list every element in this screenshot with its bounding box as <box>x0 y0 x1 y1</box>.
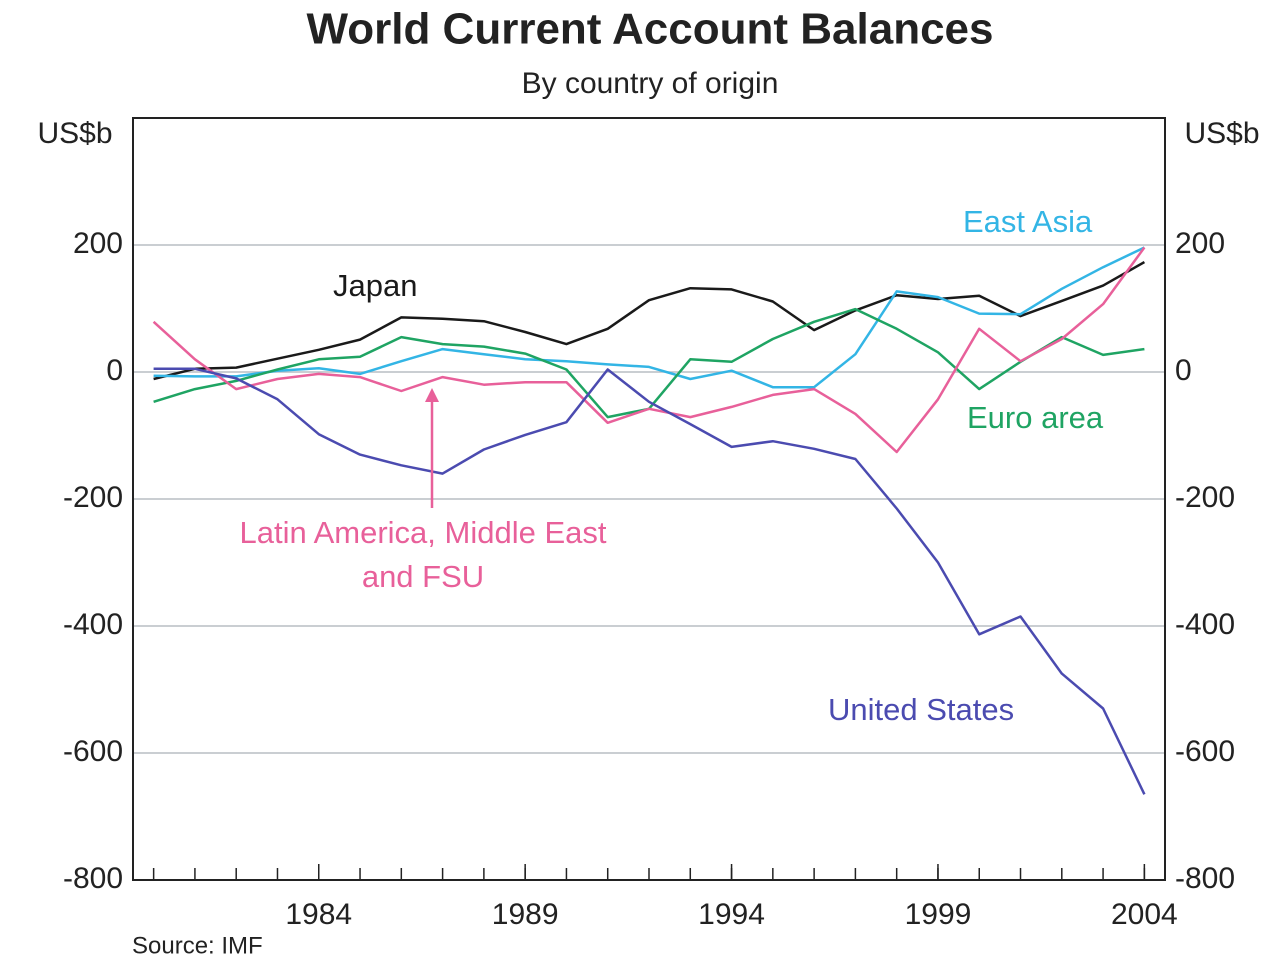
y2-tick-label: -800 <box>1175 862 1235 895</box>
x-tick-label: 1994 <box>698 898 765 931</box>
y-tick-label: -600 <box>63 735 123 768</box>
chart-subtitle: By country of origin <box>522 67 779 100</box>
series-label: East Asia <box>963 204 1093 239</box>
series-line <box>153 367 1146 795</box>
series-label: United States <box>828 692 1015 727</box>
y2-tick-label: -600 <box>1175 735 1235 768</box>
series-line <box>153 261 1146 381</box>
series-line <box>153 246 1145 389</box>
annotation-arrowhead <box>425 388 439 402</box>
x-tick-label: 1984 <box>285 898 352 931</box>
y2-tick-label: 200 <box>1175 227 1225 260</box>
series-line <box>152 246 1146 454</box>
y-tick-label: 200 <box>73 227 123 260</box>
x-tick-label: 2004 <box>1111 898 1178 931</box>
y-tick-label: -800 <box>63 862 123 895</box>
x-tick-label: 1999 <box>905 898 972 931</box>
source-note: Source: IMF <box>132 932 263 959</box>
x-tick-label: 1989 <box>492 898 559 931</box>
y2-axis-label: US$b <box>1184 117 1259 150</box>
series-label: Latin America, Middle East and FSU <box>239 515 607 594</box>
y2-tick-label: 0 <box>1175 354 1192 387</box>
y-tick-label: -400 <box>63 608 123 641</box>
y2-tick-label: -400 <box>1175 608 1235 641</box>
plot-frame <box>132 117 1166 881</box>
y-axis-label: US$b <box>37 117 112 150</box>
series-label: Euro area <box>967 400 1104 435</box>
series-label: Japan <box>333 268 418 303</box>
chart-title: World Current Account Balances <box>306 5 993 54</box>
y2-tick-label: -200 <box>1175 481 1235 514</box>
y-tick-label: -200 <box>63 481 123 514</box>
y-tick-label: 0 <box>106 354 123 387</box>
